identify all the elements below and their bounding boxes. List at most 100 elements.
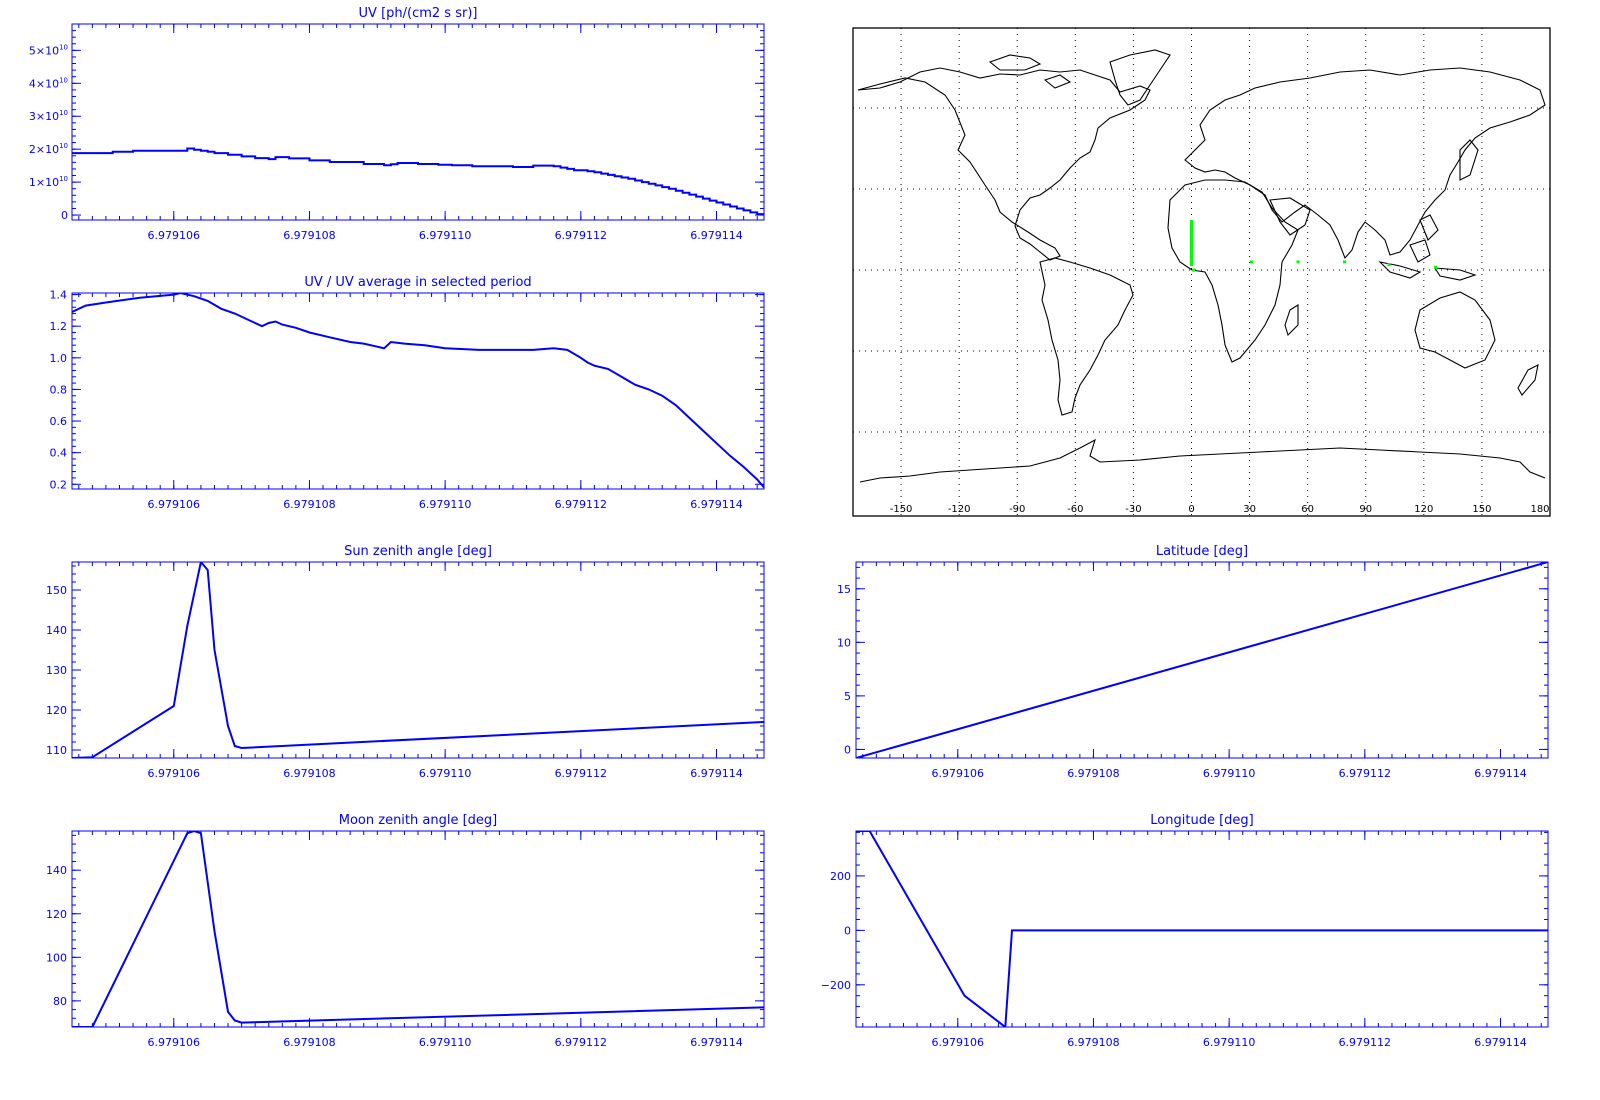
x-tick-label: 6.979110 xyxy=(419,1036,472,1049)
chart-panel-longitude: Longitude [deg] 6.979106 6.979108 6.979110 6… xyxy=(821,813,1549,1049)
coastline xyxy=(1517,364,1539,396)
coastline xyxy=(1378,261,1422,279)
coastline xyxy=(988,54,1042,71)
y-tick-label: 100 xyxy=(46,951,67,964)
y-tick-exponent: 10 xyxy=(59,76,68,84)
y-tick-label: 0.2 xyxy=(50,478,68,491)
x-tick-label: 6.979106 xyxy=(148,767,201,780)
x-tick-label: 6.979112 xyxy=(555,498,608,511)
map-lon-label: 180 xyxy=(1530,504,1549,515)
x-tick-label: 6.979112 xyxy=(1339,1036,1392,1049)
world-map: -150 -120 -90 -60 -30 0 30 60 90 120 150 180 xyxy=(852,27,1551,517)
x-tick-label: 6.979108 xyxy=(283,1036,336,1049)
y-tick-label: 200 xyxy=(830,870,851,883)
track-point xyxy=(1191,268,1195,272)
plot-frame xyxy=(71,23,765,221)
y-tick-label: 80 xyxy=(53,995,67,1008)
track-point xyxy=(1190,257,1193,261)
y-tick-mantissa: 1×10 xyxy=(29,176,59,189)
y-tick-label: 110 xyxy=(46,744,67,757)
x-tick-label: 6.979114 xyxy=(690,1036,743,1049)
x-tick-label: 6.979106 xyxy=(932,1036,985,1049)
y-tick-label: 0 xyxy=(844,743,851,756)
y-tick-label: −200 xyxy=(821,979,851,992)
track-point xyxy=(1190,249,1193,253)
x-tick-label: 6.979106 xyxy=(148,229,201,242)
coastline xyxy=(1039,257,1134,416)
y-tick-label: 4×1010 xyxy=(29,76,68,90)
map-lon-label: -30 xyxy=(1125,504,1141,515)
chart-panel-moon-zenith: Moon zenith angle [deg] 6.979106 6.979108 6… xyxy=(46,813,765,1049)
coastline xyxy=(859,438,1546,483)
y-tick-label: 0 xyxy=(61,209,68,222)
y-tick-label: 0.8 xyxy=(50,383,68,396)
x-tick-label: 6.979114 xyxy=(690,498,743,511)
track-point xyxy=(1190,230,1193,234)
series-line-sun-zenith xyxy=(72,562,764,758)
track-point xyxy=(1342,260,1346,264)
coastline xyxy=(1043,74,1072,89)
track-point xyxy=(1190,233,1193,237)
track-point xyxy=(1190,263,1193,267)
y-tick-exponent: 10 xyxy=(59,109,68,117)
y-tick-mantissa: 5×10 xyxy=(29,44,59,57)
coastline xyxy=(1409,239,1431,263)
x-tick-label: 6.979112 xyxy=(555,767,608,780)
chart-title: UV / UV average in selected period xyxy=(304,275,531,290)
y-tick-label: 140 xyxy=(46,864,67,877)
y-tick-label: 15 xyxy=(837,583,851,596)
y-tick-exponent: 10 xyxy=(59,175,68,183)
series-line-uv xyxy=(72,147,764,216)
x-tick-label: 6.979112 xyxy=(555,1036,608,1049)
y-tick-label: 120 xyxy=(46,704,67,717)
coastline xyxy=(1414,291,1496,369)
track-point xyxy=(1250,260,1254,264)
track-point xyxy=(1387,263,1391,267)
plot-frame xyxy=(71,830,765,1028)
coastline xyxy=(1433,267,1477,281)
series-line-uv-ratio xyxy=(72,293,764,489)
x-tick-label: 6.979114 xyxy=(690,229,743,242)
y-tick-label: 120 xyxy=(46,908,67,921)
coastline xyxy=(1284,304,1299,337)
y-tick-label: 0.4 xyxy=(50,447,68,460)
map-lon-label: 150 xyxy=(1472,504,1491,515)
y-tick-exponent: 10 xyxy=(59,43,68,51)
y-tick-label: 1×1010 xyxy=(29,175,68,189)
y-tick-mantissa: 2×10 xyxy=(29,143,59,156)
x-tick-label: 6.979114 xyxy=(690,767,743,780)
chart-title: UV [ph/(cm2 s sr)] xyxy=(359,6,478,21)
y-tick-label: 0 xyxy=(844,924,851,937)
x-tick-label: 6.979112 xyxy=(1339,767,1392,780)
y-tick-label: 1.2 xyxy=(50,320,68,333)
plot-frame xyxy=(855,830,1549,1028)
track-point xyxy=(1190,244,1193,248)
map-lon-label: 60 xyxy=(1301,504,1314,515)
x-tick-label: 6.979110 xyxy=(419,767,472,780)
chart-panel-uv: UV [ph/(cm2 s sr)] 6.979106 6.979108 6.9791… xyxy=(29,6,765,242)
chart-title: Moon zenith angle [deg] xyxy=(339,813,497,828)
map-lon-label: -120 xyxy=(948,504,971,515)
series-line-moon-zenith xyxy=(72,831,764,1027)
series-line-latitude xyxy=(856,562,1548,758)
y-tick-mantissa: 3×10 xyxy=(29,110,59,123)
map-lon-label: 30 xyxy=(1243,504,1256,515)
y-tick-label: 130 xyxy=(46,664,67,677)
x-tick-label: 6.979106 xyxy=(932,767,985,780)
map-lon-label: 0 xyxy=(1188,504,1194,515)
track-point xyxy=(1190,236,1193,240)
plot-frame xyxy=(71,561,765,759)
x-tick-label: 6.979114 xyxy=(1474,1036,1527,1049)
coastline xyxy=(1269,197,1311,236)
x-tick-label: 6.979114 xyxy=(1474,767,1527,780)
coastline xyxy=(857,67,1151,261)
y-tick-label: 150 xyxy=(46,584,67,597)
track-point xyxy=(1190,225,1193,229)
series-line-longitude xyxy=(856,831,1548,1027)
x-tick-label: 6.979106 xyxy=(148,1036,201,1049)
y-tick-exponent: 10 xyxy=(59,142,68,150)
coastline xyxy=(1459,139,1479,181)
map-lon-label: -150 xyxy=(890,504,913,515)
y-tick-label: 2×1010 xyxy=(29,142,68,156)
